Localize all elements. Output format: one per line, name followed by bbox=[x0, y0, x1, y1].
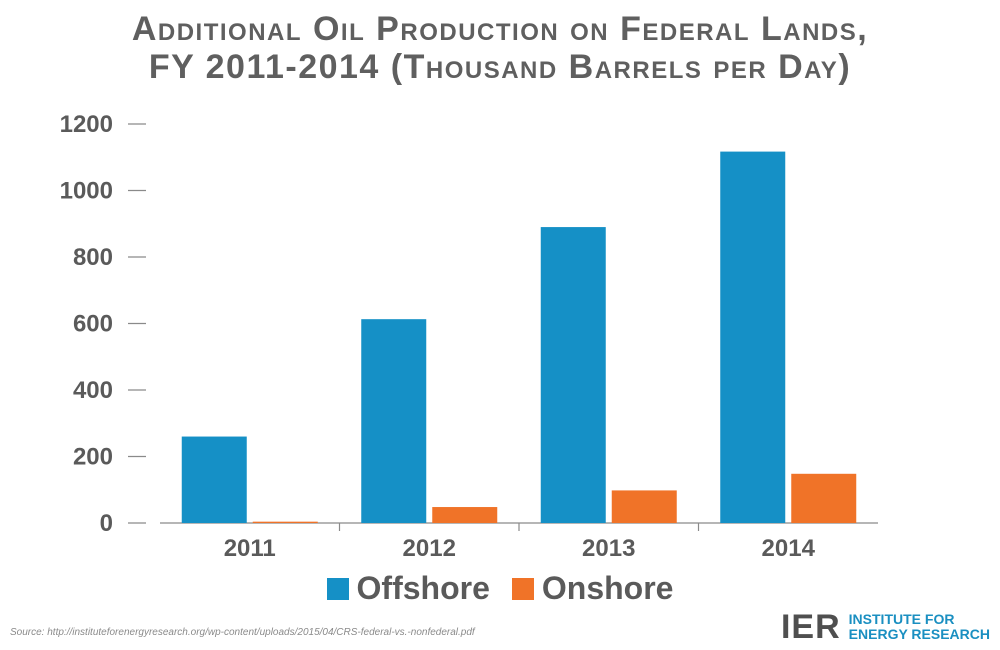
bar-offshore-2011 bbox=[181, 436, 247, 523]
bar-offshore-2014 bbox=[720, 151, 786, 523]
x-tick-label: 2011 bbox=[224, 535, 276, 562]
bar-offshore-2012 bbox=[361, 319, 427, 523]
legend-item-onshore: Onshore bbox=[511, 570, 674, 607]
legend-label-onshore: Onshore bbox=[541, 570, 674, 606]
legend: Offshore Onshore bbox=[0, 570, 1000, 607]
y-tick-label: 0 bbox=[100, 510, 113, 537]
y-tick-label: 400 bbox=[73, 377, 113, 404]
bar-onshore-2014 bbox=[791, 473, 857, 523]
legend-swatch-offshore bbox=[326, 577, 349, 600]
x-tick-label: 2013 bbox=[582, 535, 635, 562]
x-tick-label: 2014 bbox=[762, 535, 816, 562]
chart-title: Additional Oil Production on Federal Lan… bbox=[0, 10, 1000, 86]
bar-onshore-2013 bbox=[611, 490, 677, 523]
y-tick-label: 800 bbox=[73, 244, 113, 271]
x-tick-label: 2012 bbox=[403, 535, 456, 562]
y-tick-label: 1000 bbox=[60, 178, 113, 205]
y-tick-label: 600 bbox=[73, 311, 113, 338]
ier-logo: IER INSTITUTE FOR ENERGY RESEARCH bbox=[781, 610, 990, 644]
logo-mark: IER bbox=[780, 608, 841, 646]
bar-offshore-2013 bbox=[540, 227, 606, 523]
legend-item-offshore: Offshore bbox=[326, 570, 490, 607]
y-tick-label: 200 bbox=[73, 444, 113, 471]
logo-text-line-1: INSTITUTE FOR bbox=[848, 611, 955, 627]
y-tick-label: 1200 bbox=[60, 111, 113, 138]
legend-swatch-onshore bbox=[511, 577, 534, 600]
chart-title-line-1: Additional Oil Production on Federal Lan… bbox=[131, 10, 869, 48]
legend-label-offshore: Offshore bbox=[356, 570, 490, 606]
logo-text: INSTITUTE FOR ENERGY RESEARCH bbox=[849, 612, 990, 642]
bar-onshore-2012 bbox=[432, 507, 498, 523]
bar-onshore-2011 bbox=[252, 521, 318, 523]
chart-title-line-2: FY 2011-2014 (Thousand Barrels per Day) bbox=[148, 48, 852, 86]
source-note: Source: http://instituteforenergyresearc… bbox=[10, 627, 475, 638]
logo-text-line-2: ENERGY RESEARCH bbox=[848, 626, 990, 642]
